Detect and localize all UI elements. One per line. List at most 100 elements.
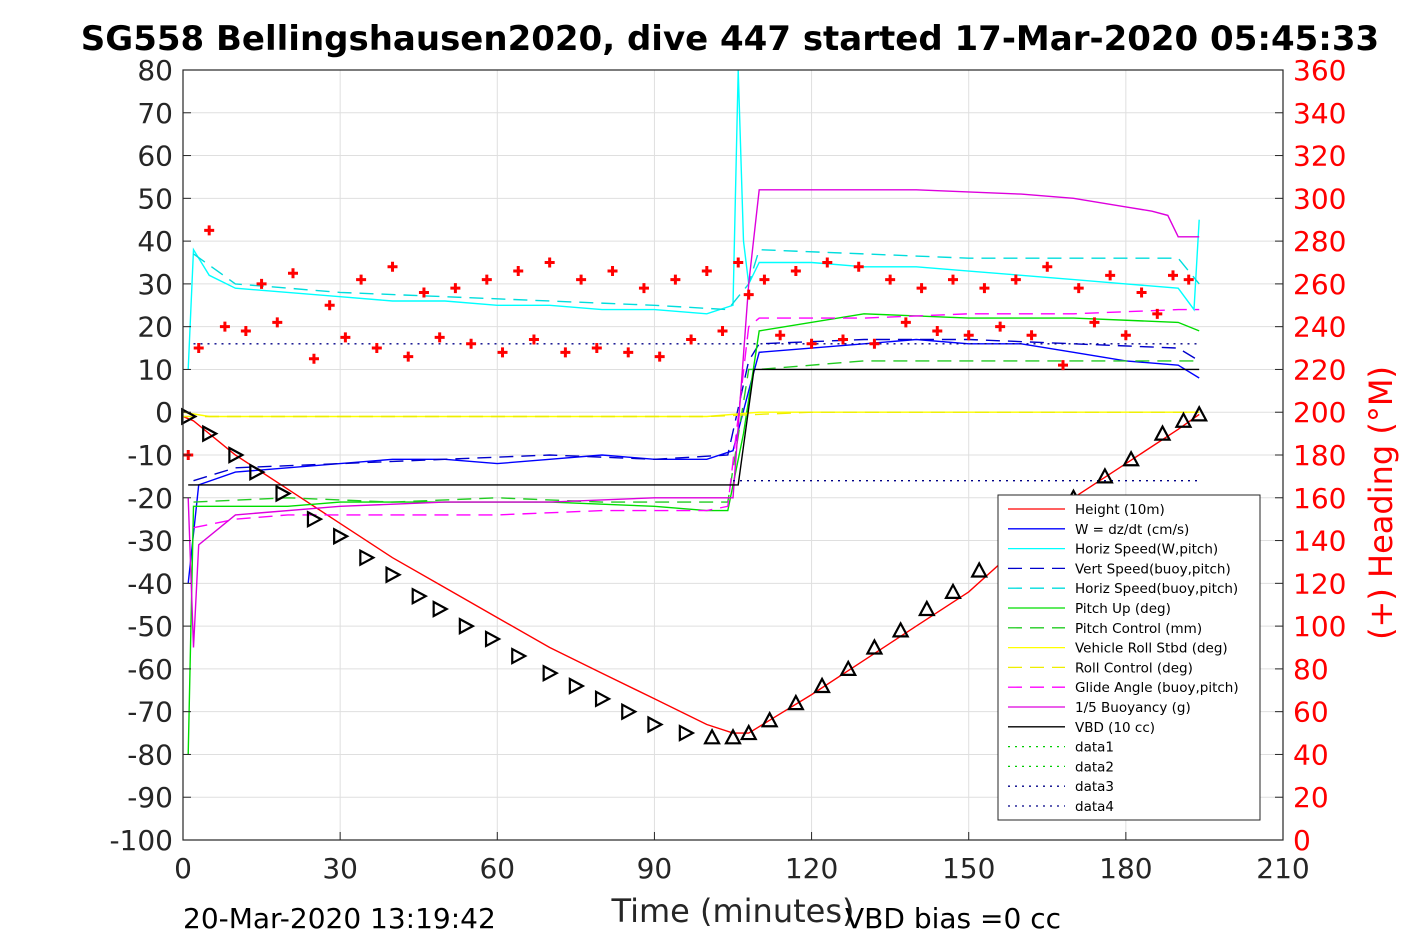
heading-marker xyxy=(308,353,319,364)
series-line-5 xyxy=(193,248,1200,311)
x-tick-label: 210 xyxy=(1256,852,1309,885)
waypoint-marker xyxy=(181,407,198,426)
heading-marker xyxy=(638,283,649,294)
right-tick-label: 260 xyxy=(1293,268,1346,301)
heading-marker xyxy=(1073,283,1084,294)
waypoint-marker xyxy=(839,659,858,676)
waypoint-marker xyxy=(724,728,742,745)
left-axis: 80 70 60 50 40 30 20 10 0 -10 -20 -30 -40 -50 -60 -70 -8… xyxy=(109,54,191,857)
right-tick-label: 240 xyxy=(1293,311,1346,344)
series-line-4 xyxy=(193,338,1200,482)
heading-marker xyxy=(670,274,681,285)
right-tick-label: 320 xyxy=(1293,140,1346,173)
legend-entry-label: Horiz Speed(buoy,pitch) xyxy=(1075,581,1238,597)
heading-marker xyxy=(932,325,943,336)
heading-marker xyxy=(1183,274,1194,285)
right-tick-label: 340 xyxy=(1293,97,1346,130)
legend-entry-label: Glide Angle (buoy,pitch) xyxy=(1075,680,1239,696)
left-tick-label: -50 xyxy=(127,610,173,643)
right-axis-label: (+) Heading (°M) xyxy=(1362,366,1400,640)
right-tick-label: 0 xyxy=(1293,824,1311,857)
right-tick-label: 280 xyxy=(1293,225,1346,258)
heading-marker xyxy=(560,347,571,358)
heading-marker xyxy=(450,283,461,294)
heading-marker xyxy=(995,321,1006,332)
heading-marker xyxy=(654,351,665,362)
x-tick-label: 60 xyxy=(479,852,515,885)
left-tick-label: -100 xyxy=(109,824,173,857)
legend-entry-label: Vert Speed(buoy,pitch) xyxy=(1075,561,1231,577)
waypoint-marker xyxy=(760,710,779,728)
left-tick-label: -40 xyxy=(127,567,173,600)
waypoint-marker xyxy=(249,463,266,481)
legend-entry-label: Height (10m) xyxy=(1075,502,1165,518)
right-tick-label: 360 xyxy=(1293,54,1346,87)
left-tick-label: -70 xyxy=(127,696,173,729)
heading-marker xyxy=(591,343,602,354)
left-tick-label: 80 xyxy=(137,54,173,87)
waypoint-marker xyxy=(458,617,476,635)
heading-marker xyxy=(356,274,367,285)
heading-marker xyxy=(869,338,880,349)
heading-marker xyxy=(576,274,587,285)
left-tick-label: -30 xyxy=(127,525,173,558)
waypoint-marker xyxy=(647,715,664,734)
x-tick-label: 120 xyxy=(785,852,838,885)
heading-marker xyxy=(607,266,618,277)
heading-marker xyxy=(371,343,382,354)
left-tick-label: 40 xyxy=(137,225,173,258)
waypoint-marker xyxy=(432,600,449,618)
waypoint-marker xyxy=(703,728,721,745)
legend-entry-label: Horiz Speed(W,pitch) xyxy=(1075,542,1218,558)
waypoint-marker xyxy=(484,630,502,648)
heading-marker xyxy=(1136,287,1147,298)
heading-marker xyxy=(434,332,445,343)
heading-marker xyxy=(1168,270,1178,281)
heading-marker xyxy=(193,343,204,354)
waypoint-marker xyxy=(865,638,884,655)
chart-title: SG558 Bellingshausen2020, dive 447 start… xyxy=(81,19,1379,59)
waypoint-marker xyxy=(970,561,989,578)
heading-marker xyxy=(481,274,492,285)
heading-marker xyxy=(806,338,817,349)
heading-marker xyxy=(340,332,351,343)
left-tick-label: 30 xyxy=(137,268,173,301)
heading-marker xyxy=(1089,317,1100,328)
heading-marker xyxy=(701,266,712,277)
x-tick-label: 150 xyxy=(942,852,995,885)
waypoint-marker xyxy=(385,565,402,584)
waypoint-marker xyxy=(891,621,910,638)
left-tick-label: -60 xyxy=(127,653,173,686)
x-tick-label: 180 xyxy=(1099,852,1152,885)
x-axis-label: Time (minutes) xyxy=(611,892,855,930)
heading-marker xyxy=(1120,330,1131,341)
heading-marker xyxy=(466,338,477,349)
legend-entry-label: Vehicle Roll Stbd (deg) xyxy=(1075,641,1228,657)
right-tick-label: 200 xyxy=(1293,396,1346,429)
legend-entry-label: Pitch Up (deg) xyxy=(1075,601,1171,617)
waypoint-marker xyxy=(411,587,429,606)
waypoint-marker xyxy=(568,677,586,695)
left-tick-label: 20 xyxy=(137,311,173,344)
legend: Height (10m) W = dz/dt (cm/s) Horiz Speed(… xyxy=(997,494,1261,821)
waypoint-marker xyxy=(1096,467,1114,484)
heading-marker xyxy=(288,268,298,279)
series-line-12 xyxy=(188,368,1200,486)
waypoint-marker xyxy=(202,424,219,443)
waypoint-marker xyxy=(917,599,936,617)
right-axis: 3603403203002802602402202001801601401201… xyxy=(1275,54,1346,857)
heading-marker xyxy=(1026,330,1037,341)
heading-marker xyxy=(1010,274,1021,285)
heading-marker xyxy=(900,317,911,328)
heading-marker xyxy=(418,287,429,298)
waypoint-marker xyxy=(228,446,245,464)
heading-marker xyxy=(256,278,267,289)
right-tick-label: 160 xyxy=(1293,482,1346,515)
heading-marker xyxy=(1058,360,1068,371)
heading-marker xyxy=(759,274,770,285)
left-tick-label: -80 xyxy=(127,738,173,771)
heading-marker xyxy=(1042,261,1053,272)
waypoint-marker xyxy=(511,647,528,665)
waypoint-marker xyxy=(306,510,324,529)
right-tick-label: 300 xyxy=(1293,182,1346,215)
